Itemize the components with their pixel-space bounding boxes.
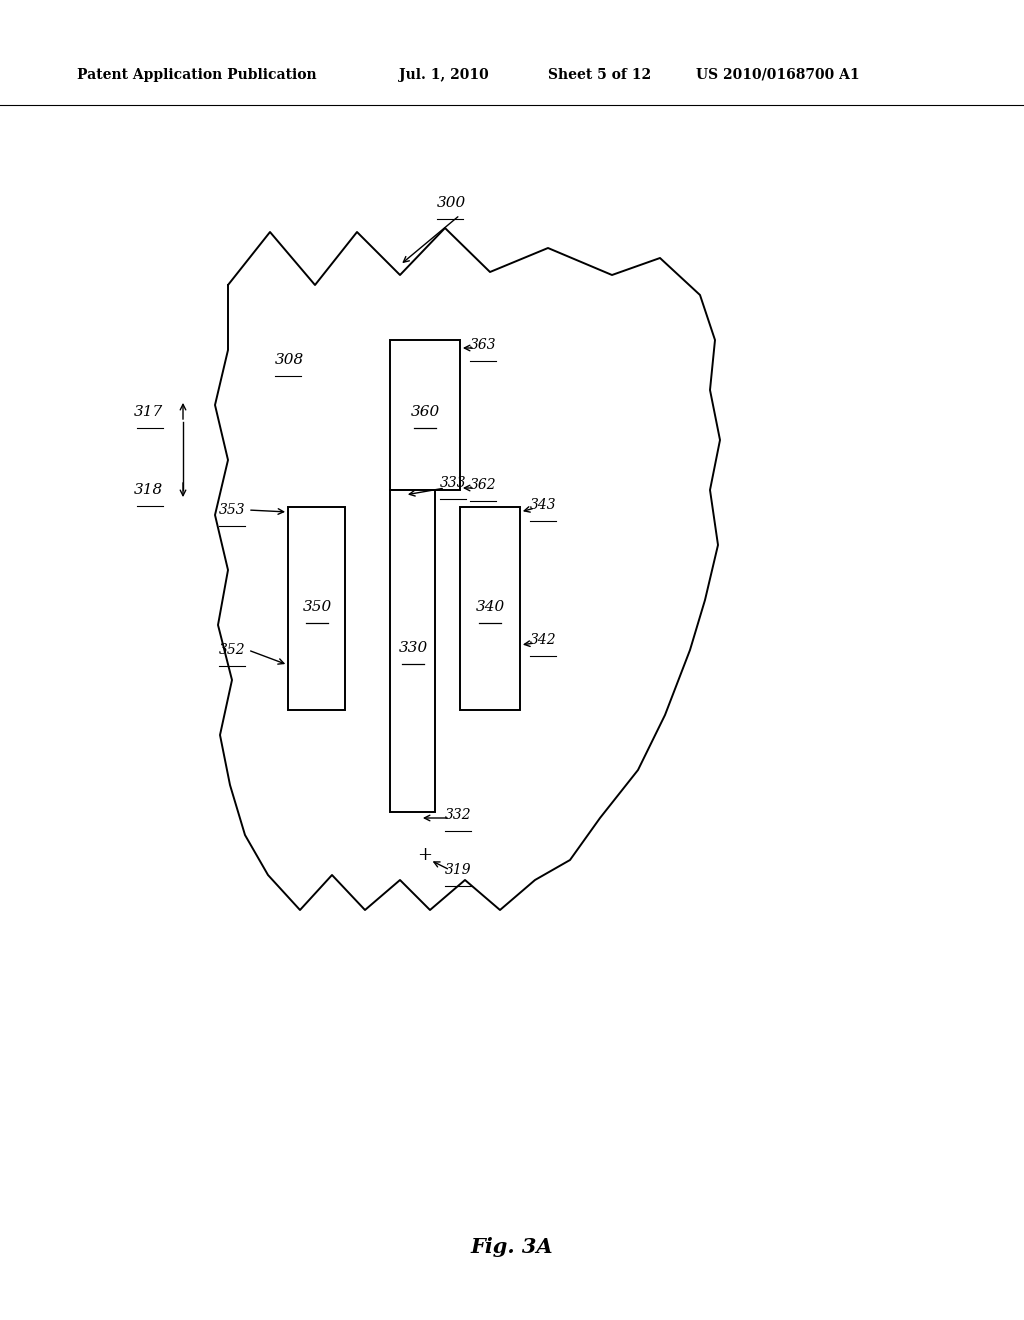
Text: 330: 330 [398,642,428,655]
Text: 308: 308 [275,352,304,367]
Text: +: + [418,846,432,865]
Text: 300: 300 [437,195,466,210]
Text: 360: 360 [411,405,439,418]
Text: Sheet 5 of 12: Sheet 5 of 12 [548,69,651,82]
Text: 342: 342 [530,634,557,647]
Text: 363: 363 [470,338,497,352]
Text: 318: 318 [134,483,163,498]
Bar [288,507,345,710]
Text: 353: 353 [218,503,245,517]
Text: Patent Application Publication: Patent Application Publication [77,69,316,82]
Text: 350: 350 [302,601,332,614]
Text: 343: 343 [530,498,557,512]
Bar [390,490,435,812]
Text: US 2010/0168700 A1: US 2010/0168700 A1 [696,69,860,82]
Bar [390,341,460,490]
Text: 362: 362 [470,478,497,492]
Text: 317: 317 [134,405,163,418]
Bar [460,507,520,710]
Text: Jul. 1, 2010: Jul. 1, 2010 [399,69,489,82]
Text: 332: 332 [445,808,472,822]
Text: 319: 319 [445,863,472,876]
Text: 340: 340 [475,601,505,614]
Text: Fig. 3A: Fig. 3A [471,1237,553,1258]
Text: 333: 333 [440,477,467,490]
Text: 352: 352 [218,643,245,657]
